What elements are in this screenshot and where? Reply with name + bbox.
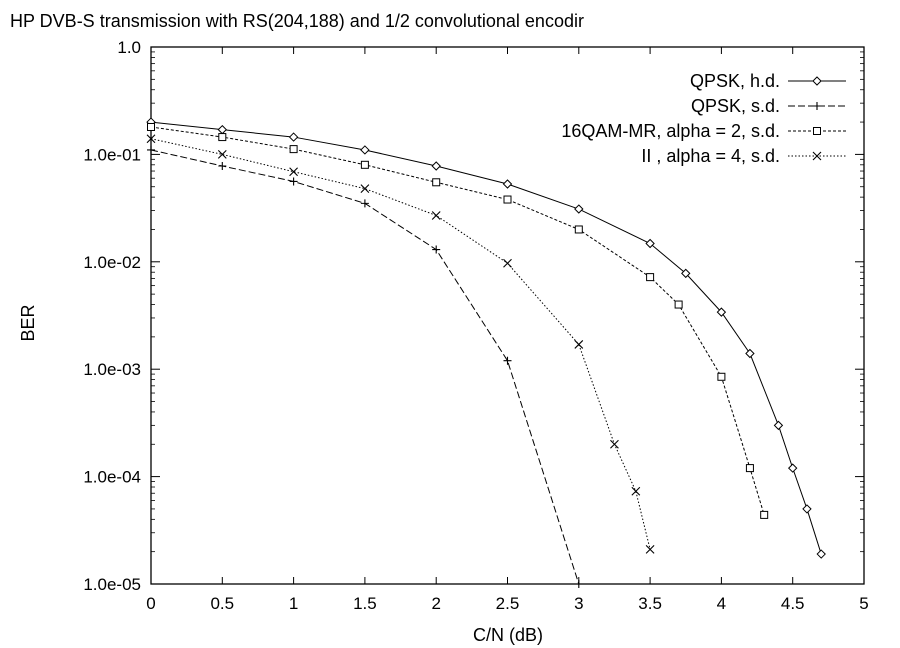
square-marker (760, 510, 769, 519)
series-1-line (150, 121, 822, 555)
square-marker (574, 225, 583, 234)
square-marker (503, 195, 512, 204)
x-tick-label: 1.5 (353, 594, 377, 613)
x-tick-label: 1 (289, 594, 298, 613)
diamond-marker (574, 204, 584, 214)
square-marker (674, 300, 683, 309)
chart-title: HP DVB-S transmission with RS(204,188) a… (10, 11, 584, 31)
y-tick-label: 1.0 (117, 38, 141, 57)
diamond-marker (360, 145, 370, 155)
legend-label-2: QPSK, s.d. (691, 96, 780, 116)
cross-marker (217, 150, 227, 159)
cross-marker (574, 340, 584, 349)
x-tick-label: 2.5 (496, 594, 520, 613)
diamond-marker (681, 268, 691, 279)
x-tick-label: 5 (859, 594, 868, 613)
x-tick-label: 0.5 (210, 594, 234, 613)
series-4 (146, 134, 655, 554)
diamond-marker (217, 124, 228, 135)
legend-label-4: II , alpha = 4, s.d. (641, 146, 780, 166)
plus-marker (218, 161, 227, 170)
plus-marker (289, 177, 298, 186)
diamond-marker (716, 307, 727, 317)
cross-marker (431, 211, 441, 220)
diamond-marker (787, 463, 798, 473)
plus-marker (574, 580, 583, 588)
series-3 (147, 122, 769, 519)
cross-marker (645, 545, 655, 554)
x-tick-label: 3 (574, 594, 583, 613)
series-4-line (150, 138, 651, 550)
x-tick-label: 3.5 (638, 594, 662, 613)
cross-marker (360, 184, 370, 194)
square-marker (360, 160, 369, 169)
square-marker (432, 178, 441, 187)
square-marker (717, 372, 726, 381)
plus-marker (813, 102, 821, 110)
diamond-marker (816, 549, 826, 559)
y-tick-label: 1.0e-03 (83, 360, 141, 379)
square-marker (813, 127, 821, 135)
square-marker (745, 464, 754, 473)
series-layer (146, 117, 826, 588)
plus-marker (503, 356, 512, 365)
series-2 (147, 145, 583, 588)
cross-marker (812, 151, 822, 161)
diamond-marker (645, 238, 655, 249)
legend-label-1: QPSK, h.d. (690, 71, 780, 91)
x-tick-label: 2 (431, 594, 440, 613)
series-3-line (150, 126, 765, 516)
square-marker (646, 273, 655, 282)
y-tick-label: 1.0e-02 (83, 253, 141, 272)
cross-marker (289, 167, 298, 177)
plus-marker (360, 199, 369, 208)
plot-axes: 0 0.5 1 1.5 2 2.5 3 3.5 4 4.5 5 1.0e-05 1.0e-04 1.0e-… (83, 38, 868, 613)
diamond-marker (502, 179, 513, 189)
x-axis-label: C/N (dB) (473, 625, 543, 645)
series-1 (146, 117, 826, 559)
cross-marker (631, 486, 641, 496)
diamond-marker (802, 504, 812, 514)
y-tick-label: 1.0e-04 (83, 468, 141, 487)
y-tick-label: 1.0e-01 (83, 145, 141, 164)
series-2-line (150, 149, 580, 585)
plus-marker (147, 145, 155, 154)
diamond-marker (773, 420, 784, 431)
diamond-marker (288, 132, 299, 142)
x-tick-label: 4 (717, 594, 726, 613)
square-marker (289, 145, 298, 154)
cross-marker (503, 258, 512, 268)
square-marker (218, 133, 227, 142)
diamond-marker (431, 161, 441, 171)
legend: QPSK, h.d. QPSK, s.d. 16QAM-MR, alpha = 2,… (561, 71, 846, 166)
x-tick-label: 4.5 (781, 594, 805, 613)
plus-marker (432, 245, 441, 254)
diamond-marker (812, 76, 822, 86)
diamond-marker (745, 348, 755, 359)
square-marker (147, 122, 155, 131)
cross-marker (610, 439, 619, 449)
legend-label-3: 16QAM-MR, alpha = 2, s.d. (561, 121, 780, 141)
cross-marker (146, 134, 156, 144)
x-tick-label: 0 (146, 594, 155, 613)
y-tick-label: 1.0e-05 (83, 575, 141, 594)
y-axis-label: BER (18, 304, 38, 341)
